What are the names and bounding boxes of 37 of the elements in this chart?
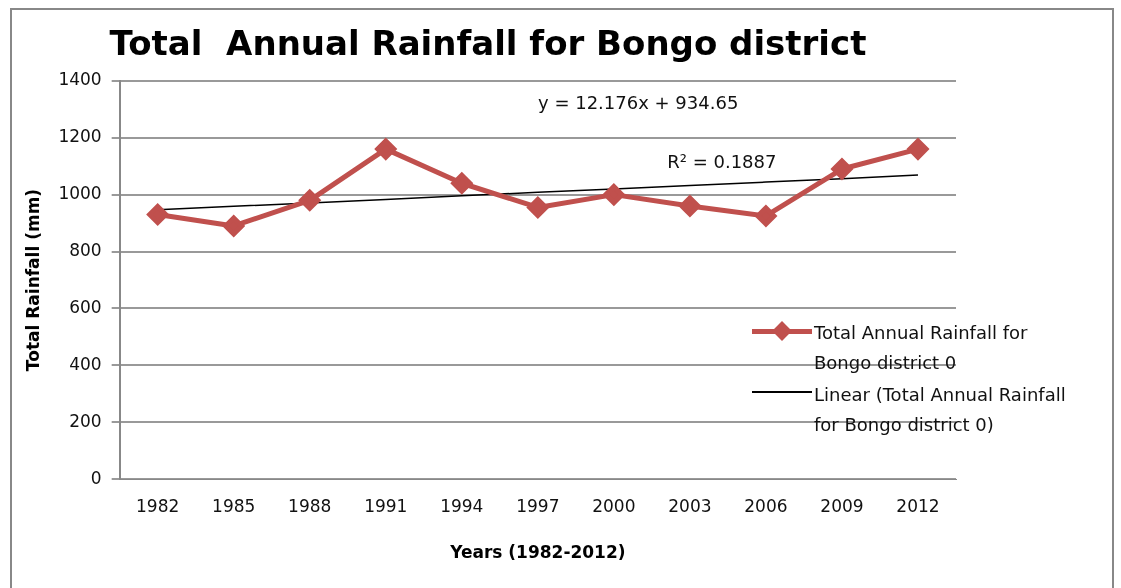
x-tick-label: 2003 [668, 495, 712, 516]
y-tick-label: 0 [90, 467, 102, 488]
x-tick-label: 1997 [516, 495, 560, 516]
x-tick-label: 1994 [440, 495, 484, 516]
point [451, 172, 473, 194]
x-tick-label: 1991 [364, 495, 408, 516]
annotation: y = 12.176x + 934.65 [538, 91, 739, 113]
x-tick-label: 1985 [212, 495, 256, 516]
point [603, 184, 625, 206]
legend-label: Linear (Total Annual Rainfall for Bongo district 0) [814, 383, 1067, 437]
legend-label: Total Annual Rainfall for Bongo district 0 [814, 321, 1029, 375]
y-tick-label: 200 [69, 410, 102, 431]
point [907, 138, 929, 160]
x-tick-label: 1982 [136, 495, 180, 516]
y-tick-label: 1200 [58, 126, 102, 147]
annotation: R² = 0.1887 [667, 151, 777, 173]
point [223, 215, 245, 237]
y-tick-label: 400 [69, 353, 102, 374]
x-tick-label: 2006 [744, 495, 788, 516]
y-tick-label: 800 [69, 239, 102, 260]
point [679, 195, 701, 217]
y-axis-title: Total Rainfall (mm) [22, 188, 43, 372]
y-tick-label: 1000 [58, 183, 102, 204]
y-tick-label: 1400 [58, 69, 102, 90]
point [831, 158, 853, 180]
chart-title: Total Annual Rainfall for Bongo district [109, 23, 867, 64]
point [755, 205, 777, 227]
point [375, 138, 397, 160]
x-tick-label: 1988 [288, 495, 332, 516]
y-tick-label: 600 [69, 296, 102, 317]
x-tick-label: 2012 [896, 495, 940, 516]
point [527, 196, 549, 218]
point [299, 189, 321, 211]
x-tick-label: 2000 [592, 495, 636, 516]
point [147, 204, 169, 226]
x-tick-label: 2009 [820, 495, 864, 516]
x-axis-title: Years (1982-2012) [449, 542, 626, 563]
